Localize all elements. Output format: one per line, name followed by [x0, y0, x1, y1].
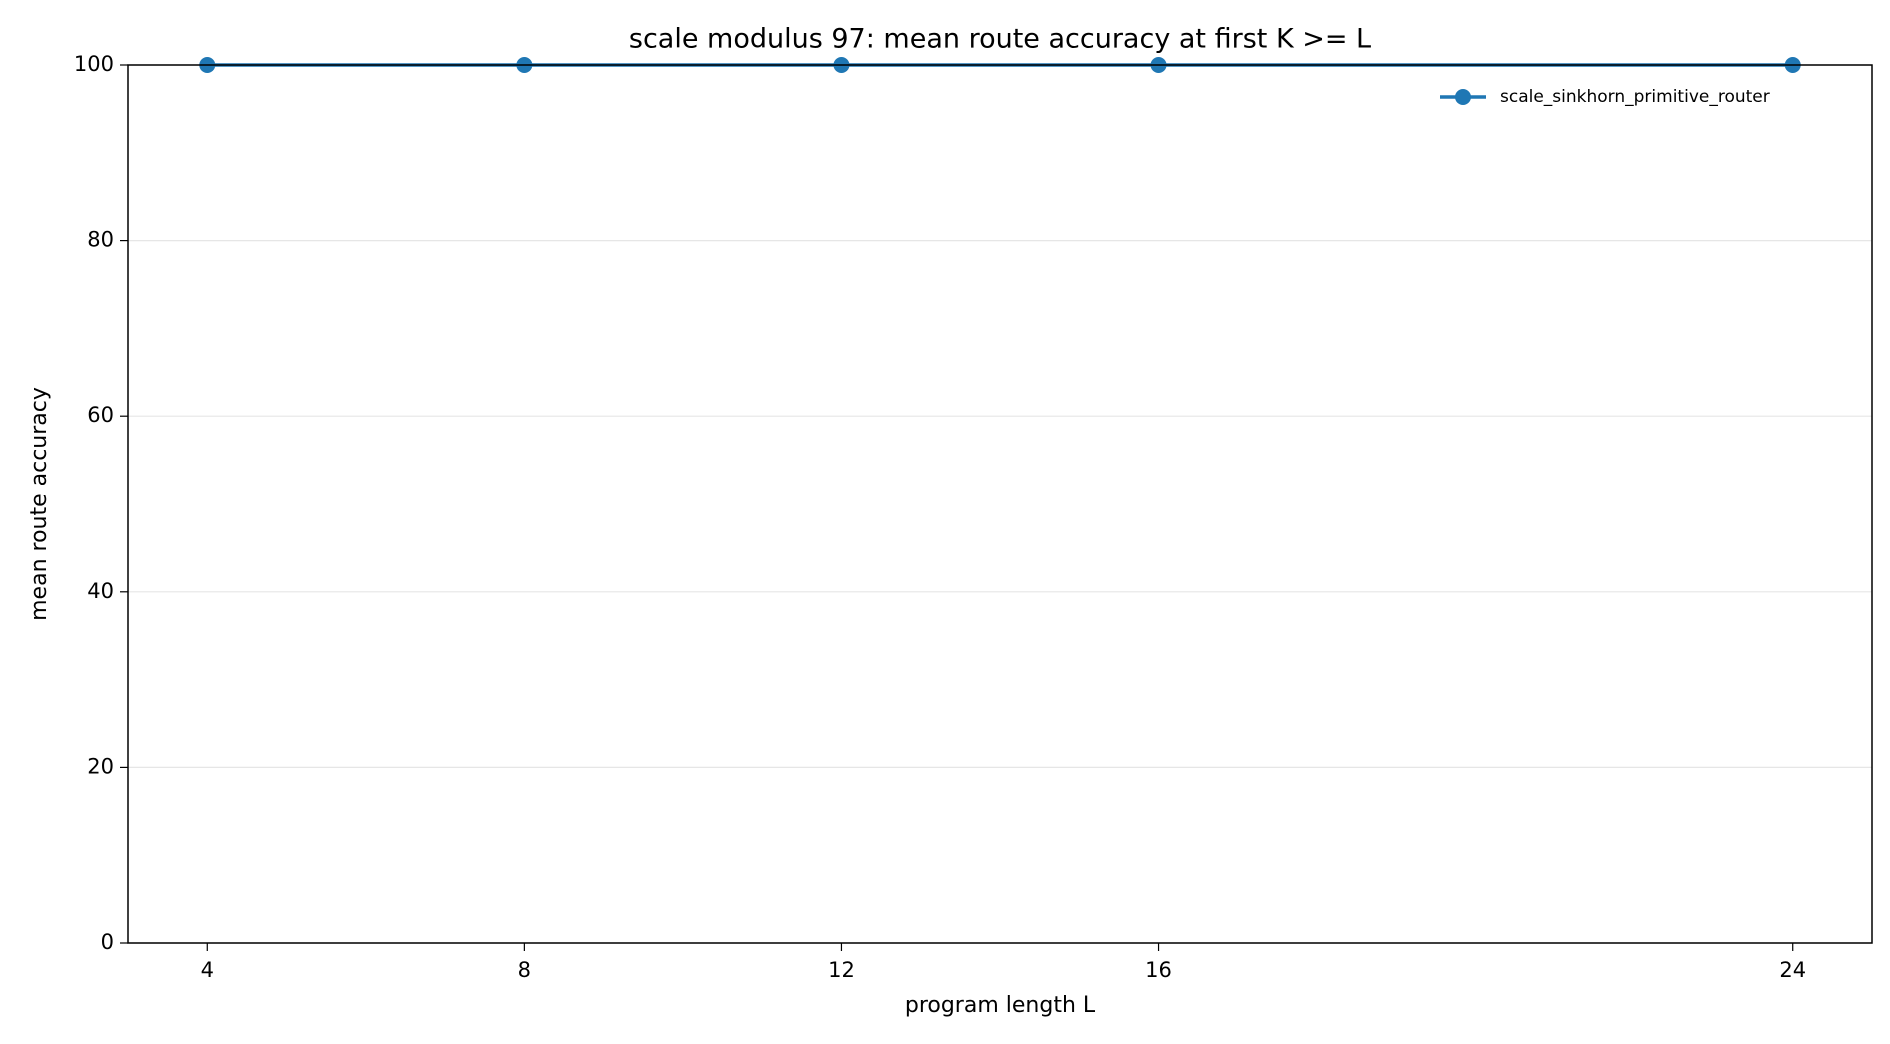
y-tick-label: 0 [101, 930, 114, 954]
legend: scale_sinkhorn_primitive_router [1440, 87, 1770, 107]
y-axis-label: mean route accuracy [27, 387, 52, 621]
x-tick-label: 12 [828, 958, 855, 982]
chart-title: scale modulus 97: mean route accuracy at… [629, 24, 1371, 55]
legend-marker [1455, 89, 1471, 105]
y-tick-label: 40 [87, 579, 114, 603]
y-tick-label: 60 [87, 403, 114, 427]
legend-label: scale_sinkhorn_primitive_router [1500, 87, 1770, 107]
y-tick-label: 100 [74, 52, 114, 76]
x-tick-label: 24 [1779, 958, 1806, 982]
x-tick-label: 8 [518, 958, 531, 982]
y-tick-label: 80 [87, 228, 114, 252]
y-tick-label: 20 [87, 754, 114, 778]
plot-frame [127, 64, 1873, 944]
x-tick-label: 16 [1145, 958, 1172, 982]
x-tick-label: 4 [201, 958, 214, 982]
x-axis-label: program length L [905, 993, 1096, 1018]
